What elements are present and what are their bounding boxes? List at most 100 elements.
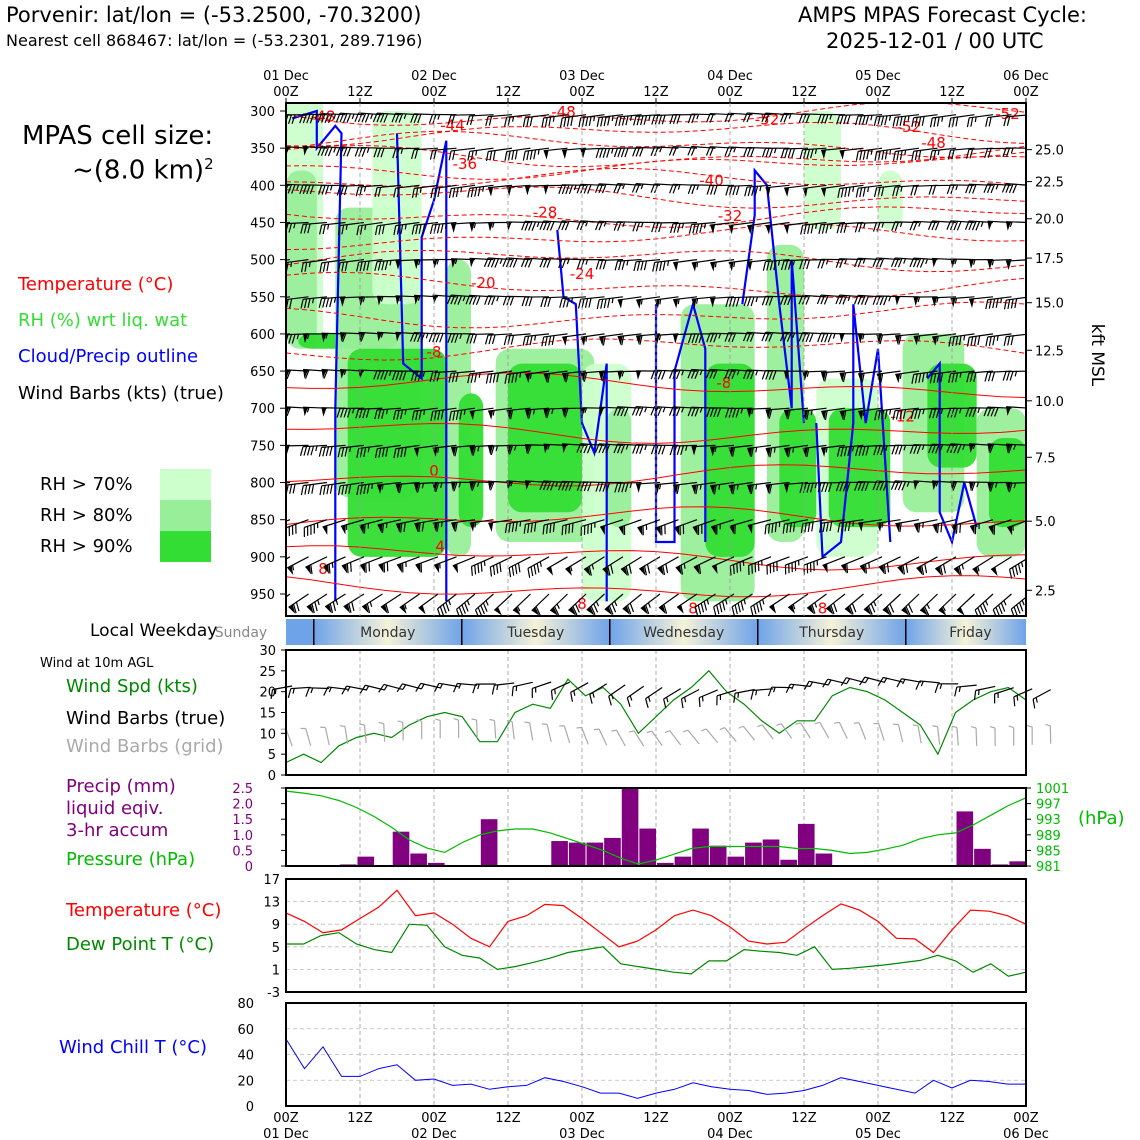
wind-barb-half	[743, 599, 746, 605]
forecast-cycle: 2025-12-01 / 00 UTC	[826, 29, 1044, 53]
wind-barb	[568, 593, 587, 616]
wind-barb-staff	[469, 257, 494, 261]
wind-barb-flag	[1006, 221, 1012, 231]
wind-barb	[821, 444, 846, 457]
wind-barb-staff	[303, 444, 328, 448]
wind10m-grid-barb	[795, 722, 811, 739]
wind-barb-staff	[988, 519, 1012, 528]
wind-barb-flag	[543, 373, 549, 383]
wind-barb-barb	[614, 116, 619, 127]
wind-barb-barb	[787, 295, 792, 306]
wind-barb-barb	[359, 447, 363, 458]
wind-barb-barb	[304, 262, 308, 272]
pressure-tick-label: 850	[250, 514, 275, 529]
wind-barb-staff	[713, 593, 735, 608]
pressure-ytick-label: 997	[1036, 798, 1061, 813]
wind-barb	[687, 368, 716, 379]
wind-barb-staff	[437, 593, 457, 610]
wind-barb-barb	[594, 183, 600, 193]
wind-barb	[953, 556, 975, 576]
wind-barb-staff	[969, 333, 994, 338]
wind-barb	[469, 257, 494, 268]
wind-barb-barb	[594, 443, 600, 453]
wind-barb-half	[478, 372, 481, 378]
location-title: Porvenir: lat/lon = (-53.2500, -70.3200)	[6, 3, 422, 27]
wind-barb-barb	[898, 445, 903, 455]
wind-barb-flag	[935, 566, 942, 576]
wind-barb-barb	[310, 564, 313, 575]
wind-barb-barb	[839, 258, 844, 268]
wind-barb-barb	[700, 603, 705, 613]
wind-barb	[872, 295, 901, 306]
wind-barb-barb	[698, 564, 702, 575]
wind-barb-staff	[709, 332, 735, 335]
pressure-ytick-label: 985	[1036, 844, 1061, 859]
wind-barb-barb	[363, 484, 367, 495]
wind-barb-staff	[303, 145, 328, 149]
wind-barb-staff	[747, 444, 772, 450]
wind-barb-flag	[432, 259, 438, 269]
wind-barb-barb	[489, 567, 493, 577]
wind-barb-barb	[724, 332, 730, 342]
wind-barb-half	[367, 447, 370, 453]
wind-barb-barb	[705, 369, 711, 379]
wind-barb	[286, 444, 309, 455]
wind-barb-half	[277, 602, 281, 607]
wind-barb-flag	[303, 369, 309, 379]
wind-barb-half	[922, 522, 924, 528]
wind-barb-barb	[650, 146, 656, 156]
wind-barb-flag	[895, 296, 901, 306]
wind-barb	[969, 519, 994, 535]
legend-windchill: Wind Chill T (°C)	[59, 1037, 207, 1058]
wind-barb-barb	[836, 447, 841, 457]
wind-barb-barb	[1008, 482, 1013, 493]
wind-barb-staff	[728, 184, 753, 187]
wind-barb-barb	[448, 373, 452, 383]
wind-barb	[429, 370, 457, 382]
wind-barb-barb	[990, 407, 996, 417]
wind-barb-barb	[307, 298, 311, 308]
wind-barb-flag	[617, 371, 623, 381]
wind-barb-barb	[566, 116, 570, 127]
wind-barb-barb	[557, 220, 563, 230]
wind-barb	[622, 593, 642, 615]
wind-barb-barb	[971, 221, 977, 231]
cloud-outline	[741, 167, 806, 424]
wind-barb-barb	[668, 146, 674, 156]
wind-barb	[299, 113, 328, 124]
wind-barb-barb	[928, 408, 933, 419]
wind-barb-barb	[477, 186, 481, 197]
wind-barb	[620, 556, 642, 576]
wind-barb-barb	[935, 444, 940, 454]
wind-barb-barb	[824, 372, 828, 382]
rh-region	[779, 408, 817, 528]
wind-barb-staff	[765, 259, 790, 263]
wind-barb	[614, 259, 642, 271]
wind-barb-staff	[932, 519, 957, 526]
wind10m-true-barb-barb	[767, 686, 773, 697]
legend-precip-2: liquid eqiv.	[66, 798, 164, 819]
wind10m-true-barb	[859, 676, 885, 686]
wind-barb-barb	[372, 112, 378, 123]
wind-barb-barb	[914, 150, 918, 161]
wind10m-grid-barb-staff	[819, 722, 830, 739]
wind-barb-barb	[687, 184, 693, 195]
wind-barb-staff	[433, 556, 457, 566]
wind-barb-barb	[342, 332, 347, 343]
wind10m-true-barb	[323, 686, 348, 696]
wind-barb-barb	[716, 604, 720, 615]
wind-barb-barb	[861, 481, 866, 491]
wind-barb-barb	[776, 561, 778, 571]
wind-barb-barb	[580, 259, 585, 269]
wind-barb-half	[404, 409, 407, 415]
wind-barb-half	[751, 224, 754, 231]
wind10m-true-barb	[511, 681, 533, 697]
wind-barb-barb	[853, 295, 859, 305]
wind-barb-barb	[595, 482, 600, 492]
wind-barb-half	[405, 561, 407, 568]
cell-size-value: ~(8.0 km)2	[72, 155, 214, 186]
wind-barb	[854, 481, 883, 492]
wind-barb-flag	[747, 484, 753, 495]
wind-barb-flag	[452, 563, 459, 574]
wind-barb-half	[346, 524, 348, 530]
